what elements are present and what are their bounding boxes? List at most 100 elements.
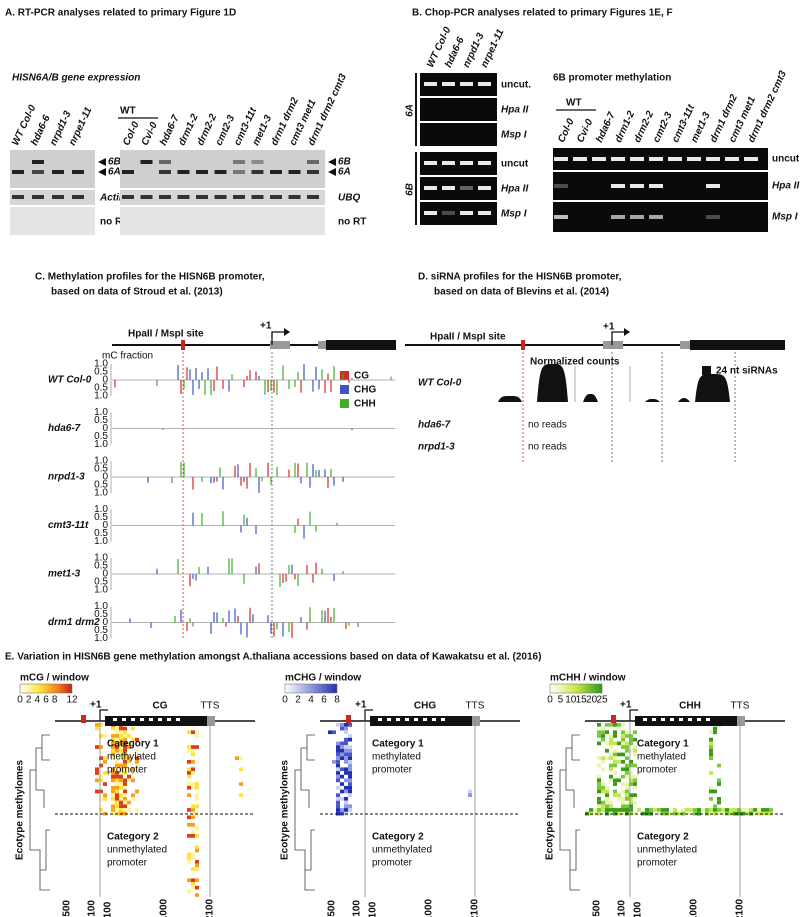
sirna-peak [695,374,730,402]
heatmap-cell [721,808,725,812]
heatmap-cell [597,797,601,801]
intron-gap [441,718,445,721]
band [177,170,190,174]
colorbar-label: mCG / window [20,673,89,684]
heatmap-cell [111,789,115,794]
category-text: promoter [372,858,413,869]
band [611,157,625,161]
heatmap-cell [187,771,191,775]
heatmap-cell [111,774,115,779]
intron-gap [643,718,647,721]
heatmap-cell [344,737,348,742]
axis-tick-label: 1.0 [94,456,108,467]
heatmap-cell [348,771,352,775]
band [307,160,319,164]
x-tick-label: 100 [633,901,644,917]
gel [420,177,497,200]
band [251,160,264,164]
gel [120,207,325,235]
tss-arrow [364,709,373,721]
heatmap-cell [119,771,123,775]
heatmap-cell [187,808,191,812]
heatmap-cell [119,763,123,768]
heatmap-cell [709,797,713,801]
heatmap-cell [609,756,613,760]
x-tick-label: 100 [103,901,114,917]
heatmap-cell [609,741,613,746]
band [706,215,720,219]
heatmap-cell [348,756,352,760]
heatmap-cell [621,745,625,749]
category-text: Category 2 [107,832,159,843]
heatmap-cell [95,745,99,749]
band [706,157,720,161]
band [307,195,319,199]
heatmap-cell [597,723,601,727]
heatmap-cell [191,830,195,834]
category-text: unmethylated [372,845,432,856]
heatmap-cell [119,782,123,786]
row-label: no RT [100,217,128,228]
heatmap-cell [597,734,601,738]
heatmap-cell [191,852,195,857]
heatmap-cell [617,760,621,764]
intron-gap [122,718,126,721]
heatmap-cell [115,734,119,738]
band [460,186,473,190]
heatmap-cell [123,778,127,783]
heatmap-cell [187,730,191,735]
axis-tick-label: 1.0 [94,391,108,402]
heatmap-cell [717,797,721,801]
heatmap-cell [127,808,131,812]
heatmap-cell [99,756,103,760]
axis-tick-label: 0.5 [94,431,108,442]
sample-label: drm1 drm2 [48,617,100,628]
intron-gap [158,718,162,721]
heatmap-cell [621,741,625,746]
heatmap-cell [336,778,340,783]
band [649,184,663,188]
heatmap-cell [115,782,119,786]
band-arrow [98,168,106,176]
heatmap-cell [593,808,597,812]
heatmap-cell [609,774,613,779]
heatmap-cell [629,760,633,764]
heatmap-cell [709,785,713,790]
heatmap-cell [119,808,123,812]
heatmap-cell [348,748,352,753]
heatmap-cell [111,785,115,790]
heatmap-cell [709,771,713,775]
band [72,195,84,199]
band [442,211,455,215]
heatmap-cell [613,748,617,753]
gel [420,202,497,225]
heatmap-cell [111,767,115,772]
heatmap-cell [629,797,633,801]
heatmap-cell [725,808,729,812]
heatmap-cell [661,808,665,812]
heatmap-cell [609,808,613,812]
heatmap-cell [123,771,127,775]
heatmap-cell [187,793,191,797]
heatmap-cell [625,756,629,760]
heatmap-cell [119,752,123,757]
heatmap-cell [633,752,637,757]
intron-gap [113,718,117,721]
gel [420,123,497,146]
heatmap-cell [745,808,749,812]
heatmap-cell [601,804,605,809]
heatmap-cell [621,752,625,757]
heatmap-cell [605,800,609,805]
row-label: Msp I [501,130,527,141]
heatmap-cell [629,793,633,797]
legend-swatch [340,399,349,408]
heatmap-cell [195,845,199,849]
heatmap-cell [625,774,629,779]
subtitle: 6B promoter methylation [553,73,671,84]
heatmap-cell [613,741,617,746]
panel-title: E. Variation in HISN6B gene methylation … [5,652,541,663]
category-text: methylated [372,752,421,763]
heatmap-cell [115,774,119,779]
row-label: Msp I [501,209,527,220]
heatmap-cell [705,808,709,812]
